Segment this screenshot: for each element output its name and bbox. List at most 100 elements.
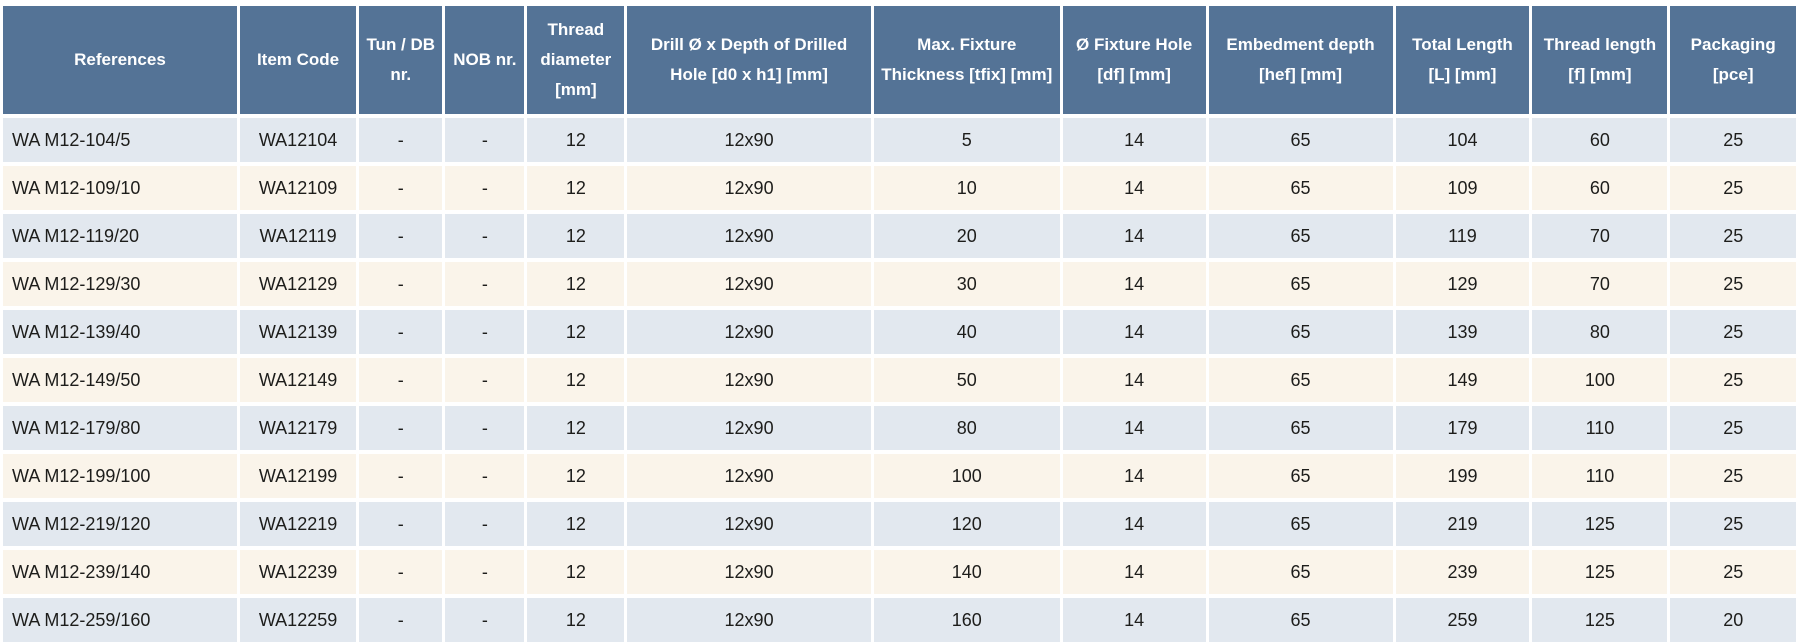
value-cell: WA12139 — [239, 310, 357, 354]
value-cell: 25 — [1670, 358, 1796, 402]
value-cell: 25 — [1670, 502, 1796, 546]
column-header: Item Code — [239, 6, 357, 114]
value-cell: 140 — [873, 550, 1060, 594]
value-cell: 125 — [1532, 598, 1668, 642]
table-row: WA M12-139/40 WA12139- -12 12x90 40 14 65 139 80… — [3, 310, 1796, 354]
value-cell: - — [445, 118, 525, 162]
value-cell: 12x90 — [627, 262, 871, 306]
value-cell: 12 — [527, 598, 625, 642]
table-row: WA M12-104/5 WA12104- -12 12x90 5 14 65 104 60 25 — [3, 118, 1796, 162]
reference-cell: WA M12-199/100 — [3, 454, 237, 498]
value-cell: 25 — [1670, 454, 1796, 498]
value-cell: 50 — [873, 358, 1060, 402]
table-body: WA M12-104/5 WA12104- -12 12x90 5 14 65 104 60 25… — [3, 118, 1796, 642]
value-cell: 65 — [1208, 118, 1393, 162]
reference-cell: WA M12-119/20 — [3, 214, 237, 258]
value-cell: - — [445, 214, 525, 258]
value-cell: 25 — [1670, 406, 1796, 450]
value-cell: 30 — [873, 262, 1060, 306]
value-cell: 119 — [1395, 214, 1530, 258]
value-cell: 14 — [1062, 118, 1206, 162]
value-cell: 149 — [1395, 358, 1530, 402]
value-cell: - — [445, 550, 525, 594]
value-cell: 14 — [1062, 406, 1206, 450]
value-cell: 239 — [1395, 550, 1530, 594]
column-header: Ø Fixture Hole [df] [mm] — [1062, 6, 1206, 114]
value-cell: 14 — [1062, 310, 1206, 354]
reference-cell: WA M12-139/40 — [3, 310, 237, 354]
reference-cell: WA M12-104/5 — [3, 118, 237, 162]
value-cell: 12x90 — [627, 118, 871, 162]
table-row: WA M12-179/80 WA12179- -12 12x90 80 14 65 179 11… — [3, 406, 1796, 450]
value-cell: 40 — [873, 310, 1060, 354]
value-cell: 179 — [1395, 406, 1530, 450]
value-cell: 65 — [1208, 454, 1393, 498]
value-cell: - — [445, 262, 525, 306]
header-row: References Item Code Tun / DB nr. NOB nr. Th… — [3, 6, 1796, 114]
value-cell: 120 — [873, 502, 1060, 546]
value-cell: - — [445, 406, 525, 450]
reference-cell: WA M12-219/120 — [3, 502, 237, 546]
value-cell: WA12259 — [239, 598, 357, 642]
value-cell: 109 — [1395, 166, 1530, 210]
value-cell: 65 — [1208, 166, 1393, 210]
value-cell: 80 — [1532, 310, 1668, 354]
value-cell: 10 — [873, 166, 1060, 210]
reference-cell: WA M12-259/160 — [3, 598, 237, 642]
value-cell: - — [359, 502, 443, 546]
table-row: WA M12-199/100 WA12199- -12 12x90 100 14 65 199… — [3, 454, 1796, 498]
value-cell: 65 — [1208, 406, 1393, 450]
value-cell: 60 — [1532, 118, 1668, 162]
value-cell: 25 — [1670, 550, 1796, 594]
value-cell: WA12199 — [239, 454, 357, 498]
column-header: Drill Ø x Depth of Drilled Hole [d0 x h1… — [627, 6, 871, 114]
value-cell: 65 — [1208, 502, 1393, 546]
value-cell: - — [445, 454, 525, 498]
value-cell: - — [359, 310, 443, 354]
value-cell: 70 — [1532, 262, 1668, 306]
value-cell: 219 — [1395, 502, 1530, 546]
column-header: Packaging [pce] — [1670, 6, 1796, 114]
value-cell: 125 — [1532, 502, 1668, 546]
column-header: Tun / DB nr. — [359, 6, 443, 114]
value-cell: 12x90 — [627, 358, 871, 402]
reference-cell: WA M12-129/30 — [3, 262, 237, 306]
table-row: WA M12-119/20 WA12119- -12 12x90 20 14 65 119 70… — [3, 214, 1796, 258]
column-header: Total Length [L] [mm] — [1395, 6, 1530, 114]
table-row: WA M12-219/120 WA12219- -12 12x90 120 14 65 219… — [3, 502, 1796, 546]
value-cell: - — [445, 358, 525, 402]
table-row: WA M12-239/140 WA12239- -12 12x90 140 14 65 239… — [3, 550, 1796, 594]
value-cell: 25 — [1670, 118, 1796, 162]
value-cell: 12 — [527, 550, 625, 594]
value-cell: 12 — [527, 310, 625, 354]
value-cell: 12 — [527, 454, 625, 498]
value-cell: 14 — [1062, 502, 1206, 546]
value-cell: 25 — [1670, 214, 1796, 258]
value-cell: 14 — [1062, 262, 1206, 306]
column-header: Thread length [f] [mm] — [1532, 6, 1668, 114]
value-cell: 12 — [527, 502, 625, 546]
value-cell: 110 — [1532, 406, 1668, 450]
value-cell: 14 — [1062, 166, 1206, 210]
value-cell: - — [359, 166, 443, 210]
value-cell: 65 — [1208, 550, 1393, 594]
value-cell: 14 — [1062, 214, 1206, 258]
value-cell: WA12109 — [239, 166, 357, 210]
value-cell: - — [359, 118, 443, 162]
value-cell: 100 — [873, 454, 1060, 498]
table-row: WA M12-109/10 WA12109- -12 12x90 10 14 65 109 60… — [3, 166, 1796, 210]
value-cell: 5 — [873, 118, 1060, 162]
value-cell: 259 — [1395, 598, 1530, 642]
value-cell: 12x90 — [627, 598, 871, 642]
value-cell: 110 — [1532, 454, 1668, 498]
reference-cell: WA M12-239/140 — [3, 550, 237, 594]
value-cell: WA12219 — [239, 502, 357, 546]
value-cell: - — [359, 262, 443, 306]
value-cell: 80 — [873, 406, 1060, 450]
value-cell: 129 — [1395, 262, 1530, 306]
value-cell: 12x90 — [627, 214, 871, 258]
value-cell: - — [359, 214, 443, 258]
value-cell: WA12179 — [239, 406, 357, 450]
value-cell: 60 — [1532, 166, 1668, 210]
